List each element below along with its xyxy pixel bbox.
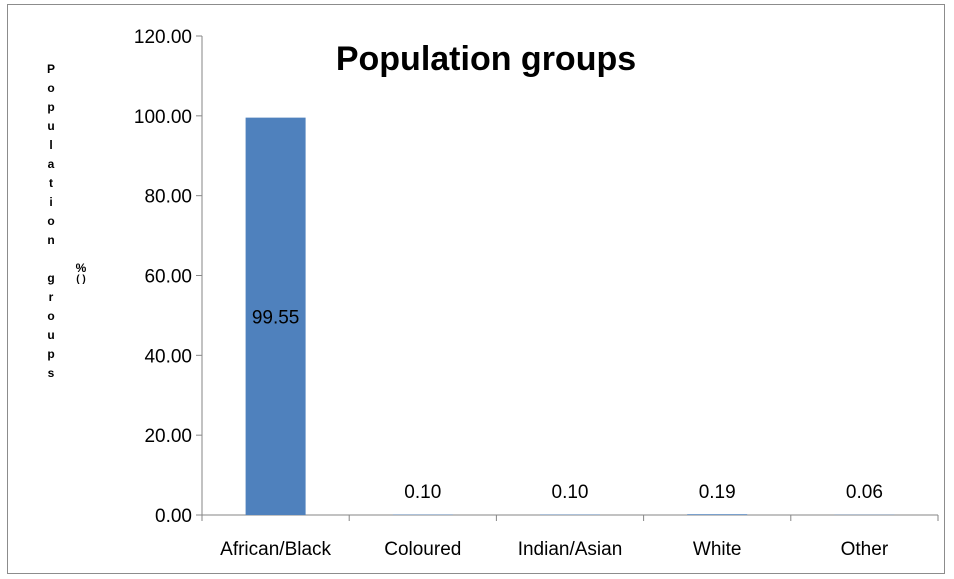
- y-tick-label: 20.00: [144, 426, 192, 447]
- data-label: 0.19: [699, 482, 736, 503]
- axes: [201, 36, 938, 516]
- y-axis-unit-label: %( ): [75, 261, 87, 285]
- data-label: 0.06: [846, 482, 883, 503]
- y-tick-label: 100.00: [134, 107, 192, 128]
- chart-frame: [7, 4, 945, 574]
- y-tick-label: 40.00: [144, 346, 192, 367]
- y-tick-label: 0.00: [155, 506, 192, 527]
- x-tick-label: Indian/Asian: [518, 539, 623, 560]
- chart-title: Population groups: [336, 40, 636, 78]
- y-tick-label: 120.00: [134, 27, 192, 48]
- data-label: 99.55: [252, 307, 300, 328]
- bars: [245, 117, 895, 516]
- x-tick-label: Other: [841, 539, 889, 560]
- y-axis-ticks: 0.00 20.00 40.00 60.00 80.00 100.00 120.00: [134, 27, 202, 527]
- x-tick-label: White: [693, 539, 742, 560]
- data-label: 0.10: [552, 482, 589, 503]
- x-tick-label: Coloured: [384, 539, 461, 560]
- data-labels: 99.55 0.10 0.10 0.19 0.06: [252, 307, 883, 503]
- y-tick-label: 60.00: [144, 267, 192, 288]
- bar: [245, 117, 306, 516]
- data-label: 0.10: [404, 482, 441, 503]
- bar: [687, 514, 748, 515]
- y-tick-label: 80.00: [144, 187, 192, 208]
- x-tick-label: African/Black: [220, 539, 331, 560]
- x-axis-ticks: African/Black Coloured Indian/Asian White Ot…: [201, 515, 939, 560]
